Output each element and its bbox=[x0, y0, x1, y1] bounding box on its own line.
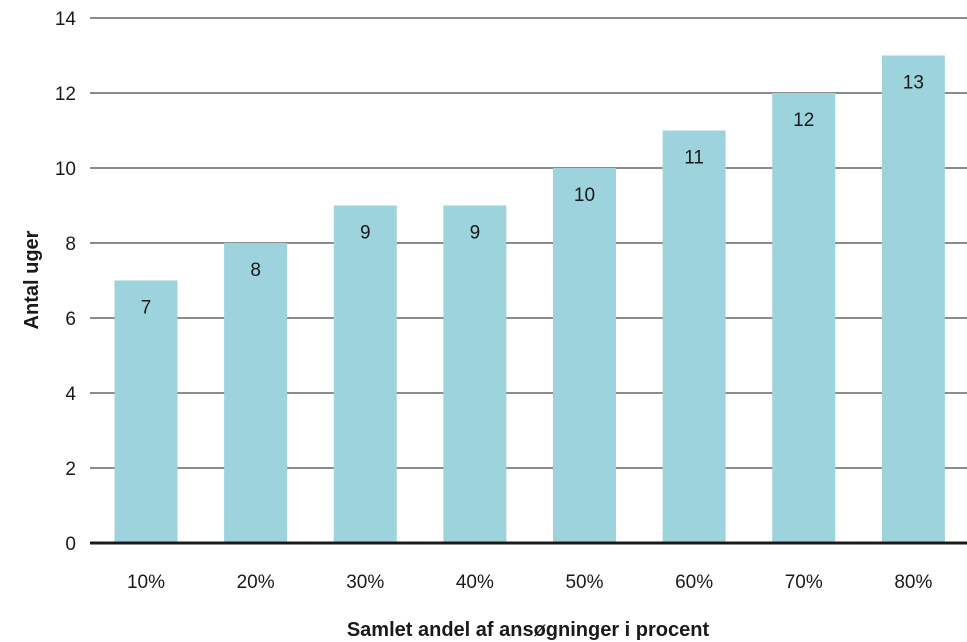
x-tick-label: 50% bbox=[565, 572, 603, 593]
bar bbox=[224, 243, 288, 543]
gridlines bbox=[90, 17, 967, 469]
bar bbox=[662, 130, 726, 543]
y-tick-label: 4 bbox=[65, 384, 76, 405]
x-tick-label: 20% bbox=[237, 572, 275, 593]
bar bbox=[333, 205, 397, 543]
y-tick-label: 10 bbox=[55, 159, 76, 180]
bars bbox=[114, 55, 945, 543]
bar-data-label: 7 bbox=[141, 298, 152, 319]
y-axis-title: Antal uger bbox=[21, 230, 43, 329]
x-tick-label: 60% bbox=[675, 572, 713, 593]
bar bbox=[772, 93, 836, 543]
x-axis-ticks: 10% 20% 30% 40% 50% 60% 70% 80% bbox=[127, 572, 933, 593]
x-tick-label: 40% bbox=[456, 572, 494, 593]
bar-data-label: 8 bbox=[250, 260, 261, 281]
y-tick-label: 12 bbox=[55, 84, 76, 105]
y-axis-ticks: 0 2 4 6 8 10 12 14 bbox=[55, 9, 77, 555]
bar bbox=[881, 55, 945, 543]
bar bbox=[553, 168, 616, 543]
x-tick-label: 70% bbox=[785, 572, 823, 593]
y-tick-label: 6 bbox=[65, 309, 76, 330]
x-tick-label: 30% bbox=[346, 572, 384, 593]
bar bbox=[114, 280, 178, 543]
x-axis-title: Samlet andel af ansøgninger i procent bbox=[347, 619, 710, 641]
y-tick-label: 2 bbox=[65, 459, 76, 480]
bar-data-label: 12 bbox=[793, 110, 814, 131]
bar-data-label: 13 bbox=[903, 73, 924, 94]
x-tick-label: 80% bbox=[894, 572, 932, 593]
bar bbox=[443, 205, 507, 543]
y-tick-label: 0 bbox=[65, 534, 76, 555]
bar-data-labels: 7 8 9 9 10 11 12 13 bbox=[141, 73, 924, 319]
bar-data-label: 9 bbox=[470, 223, 481, 244]
y-tick-label: 14 bbox=[55, 9, 77, 30]
bar-data-label: 11 bbox=[684, 148, 704, 169]
bar-data-label: 10 bbox=[574, 185, 595, 206]
bar-data-label: 9 bbox=[360, 223, 371, 244]
y-tick-label: 8 bbox=[65, 234, 76, 255]
x-tick-label: 10% bbox=[127, 572, 165, 593]
